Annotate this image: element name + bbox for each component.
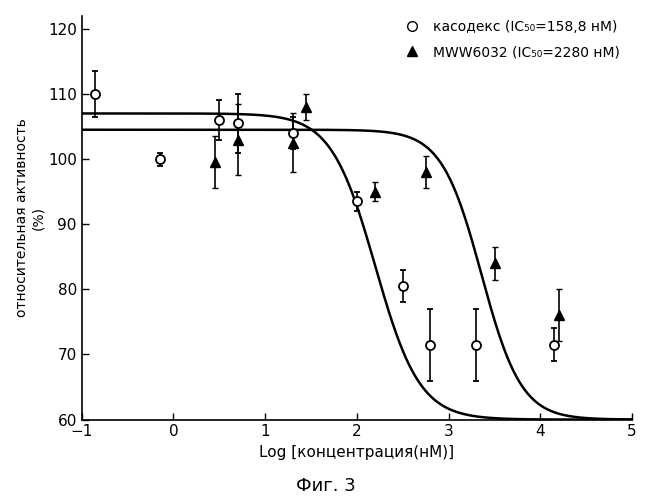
Legend: касодекс (IC₅₀=158,8 нМ), MWW6032 (IC₅₀=2280 нМ): касодекс (IC₅₀=158,8 нМ), MWW6032 (IC₅₀=… — [393, 14, 625, 65]
Y-axis label: относительная активность
(%): относительная активность (%) — [15, 118, 45, 317]
Text: Фиг. 3: Фиг. 3 — [296, 477, 356, 495]
X-axis label: Log [концентрация(нМ)]: Log [концентрация(нМ)] — [259, 445, 454, 460]
